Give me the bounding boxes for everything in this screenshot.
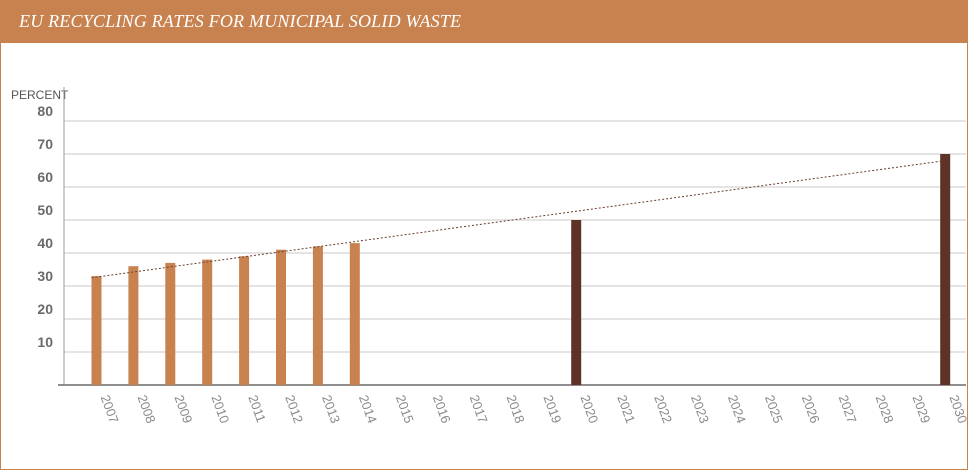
x-tick-label: 2017 <box>467 393 491 425</box>
chart-title: EU RECYCLING RATES FOR MUNICIPAL SOLID W… <box>19 11 462 31</box>
x-tick-label: 2014 <box>356 393 380 425</box>
x-tick-label: 2016 <box>430 393 454 425</box>
x-tick-label: 2030 <box>946 393 967 425</box>
historical-bar <box>239 256 250 385</box>
x-tick-label: 2008 <box>135 393 159 425</box>
x-tick-label: 2011 <box>245 393 269 424</box>
historical-bar <box>202 259 213 385</box>
y-tick-label: 10 <box>37 334 53 350</box>
target-bar <box>571 220 582 385</box>
historical-bar <box>91 276 102 385</box>
x-tick-label: 2027 <box>836 393 860 425</box>
x-tick-label: 2026 <box>799 393 823 425</box>
trend-line <box>91 160 946 279</box>
x-tick-label: 2020 <box>577 393 601 425</box>
chart-header: EU RECYCLING RATES FOR MUNICIPAL SOLID W… <box>1 1 967 43</box>
y-tick-label: 40 <box>37 235 53 251</box>
x-tick-label: 2013 <box>319 393 343 425</box>
x-tick-label: 2007 <box>98 393 122 425</box>
y-tick-label: 20 <box>37 301 53 317</box>
x-tick-label: 2012 <box>282 393 306 425</box>
y-tick-label: 80 <box>37 103 53 119</box>
x-tick-label: 2015 <box>393 393 417 425</box>
x-tick-label: 2018 <box>504 393 528 425</box>
target-bar <box>940 154 951 385</box>
x-tick-label: 2009 <box>171 393 195 425</box>
x-tick-label: 2019 <box>540 393 564 425</box>
y-tick-label: 60 <box>37 169 53 185</box>
y-tick-label: 70 <box>37 136 53 152</box>
x-tick-label: 2021 <box>614 393 638 425</box>
x-tick-label: 2029 <box>909 393 933 425</box>
x-tick-label: 2023 <box>688 393 712 425</box>
x-tick-label: 2025 <box>762 393 786 425</box>
historical-bar <box>312 246 323 385</box>
y-tick-label: 30 <box>37 268 53 284</box>
x-tick-label: 2028 <box>873 393 897 425</box>
x-tick-label: 2022 <box>651 393 675 425</box>
historical-bar <box>349 243 360 385</box>
y-tick-label: 50 <box>37 202 53 218</box>
x-tick-label: 2010 <box>208 393 232 425</box>
y-axis-label: PERCENT <box>11 88 69 102</box>
x-tick-label: 2024 <box>725 393 749 425</box>
historical-bar <box>276 249 286 385</box>
historical-bar <box>165 262 176 385</box>
historical-bar <box>128 266 139 385</box>
